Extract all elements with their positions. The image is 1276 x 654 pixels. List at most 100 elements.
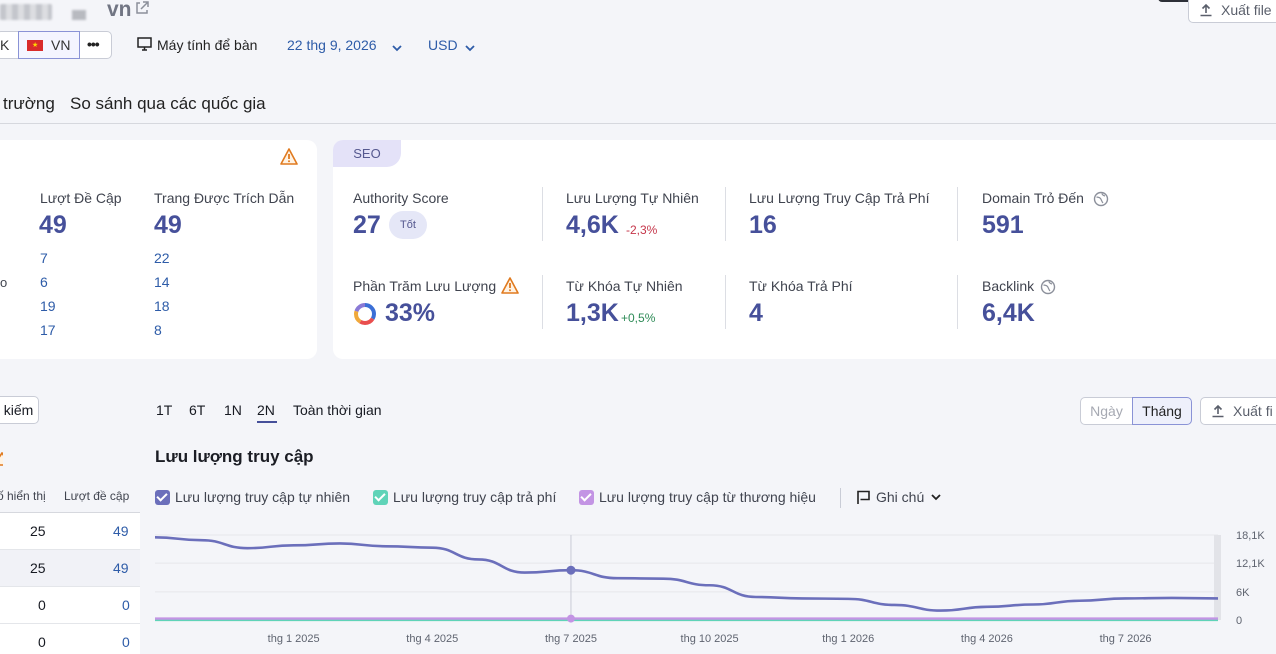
country-vn-button[interactable]: ★ VN bbox=[18, 31, 80, 59]
mentions-card bbox=[0, 140, 317, 359]
seo-divider-3 bbox=[957, 187, 958, 241]
vietnam-flag-icon: ★ bbox=[27, 39, 43, 51]
seo-divider-5 bbox=[725, 275, 726, 329]
backlinks-globe-icon bbox=[1040, 279, 1056, 300]
export-chart-label: Xuất fi bbox=[1233, 403, 1273, 419]
traffic-share-warning-icon[interactable] bbox=[501, 277, 519, 299]
legend-organic-checkbox-icon bbox=[155, 490, 170, 505]
legend-paid-label: Lưu lượng truy cập trả phí bbox=[393, 489, 557, 505]
export-chart-button[interactable]: Xuất fi bbox=[1200, 397, 1276, 425]
authority-badge: Tốt bbox=[389, 211, 427, 239]
table-row-mentions[interactable]: 49 bbox=[113, 560, 129, 576]
table-row-mentions[interactable]: 0 bbox=[122, 597, 130, 613]
referring-domains-value[interactable]: 591 bbox=[982, 211, 1024, 239]
paid-traffic-label: Lưu Lượng Truy Cập Trả Phí bbox=[749, 190, 930, 206]
period-all-time[interactable]: Toàn thời gian bbox=[293, 402, 382, 418]
mentions-row-1[interactable]: 7 bbox=[40, 250, 48, 266]
seo-tag: SEO bbox=[333, 140, 401, 167]
external-link-icon[interactable] bbox=[134, 0, 150, 16]
seo-tag-label: SEO bbox=[353, 146, 381, 161]
column-mentions[interactable]: Lượt đề cập bbox=[64, 489, 130, 503]
series-organic-line bbox=[154, 536, 1219, 612]
mentions-row-3[interactable]: 19 bbox=[40, 298, 56, 314]
partial-warning-icon bbox=[0, 452, 3, 466]
mentions-row-2[interactable]: 6 bbox=[40, 274, 48, 290]
granularity-day-button[interactable]: Ngày bbox=[1080, 397, 1133, 425]
cited-row-3[interactable]: 18 bbox=[154, 298, 170, 314]
legend-branded-checkbox-icon bbox=[579, 490, 594, 505]
cited-row-1[interactable]: 22 bbox=[154, 250, 170, 266]
notes-chevron-down-icon bbox=[931, 494, 941, 501]
period-2y[interactable]: 2N bbox=[257, 402, 275, 418]
legend-branded[interactable]: Lưu lượng truy cập từ thương hiệu bbox=[579, 489, 816, 505]
date-chevron-down-icon[interactable] bbox=[391, 40, 403, 58]
backlinks-value[interactable]: 6,4K bbox=[982, 299, 1035, 327]
hover-point-branded bbox=[566, 614, 575, 623]
notes-dropdown[interactable]: Ghi chú bbox=[856, 489, 942, 505]
organic-keywords-change: +0,5% bbox=[621, 311, 656, 325]
search-button[interactable]: kiếm bbox=[0, 396, 39, 424]
legend-organic[interactable]: Lưu lượng truy cập tự nhiên bbox=[155, 489, 350, 505]
date-selector[interactable]: 22 thg 9, 2026 bbox=[287, 37, 377, 53]
x-tick-label: thg 7 2025 bbox=[545, 633, 597, 645]
mentions-row-4[interactable]: 17 bbox=[40, 322, 56, 338]
period-6m[interactable]: 6T bbox=[189, 402, 206, 418]
table-row-mentions[interactable]: 0 bbox=[122, 634, 130, 650]
currency-chevron-down-icon[interactable] bbox=[464, 40, 476, 58]
warning-icon[interactable] bbox=[280, 148, 298, 170]
authority-badge-label: Tốt bbox=[400, 219, 416, 231]
seo-divider-1 bbox=[542, 187, 543, 241]
granularity-day-label: Ngày bbox=[1090, 403, 1123, 419]
column-impressions[interactable]: ố hiển thị bbox=[0, 489, 46, 503]
table-row[interactable] bbox=[0, 587, 140, 624]
paid-traffic-value[interactable]: 16 bbox=[749, 211, 777, 239]
table-row[interactable] bbox=[0, 550, 140, 587]
traffic-chart[interactable]: 18,1K 12,1K 6K 0 thg 1 2025 thg 4 2025 thg 7 2… bbox=[0, 525, 1276, 654]
legend-paid[interactable]: Lưu lượng truy cập trả phí bbox=[373, 489, 556, 505]
organic-traffic-value[interactable]: 4,6K bbox=[566, 211, 619, 239]
table-row-mentions[interactable]: 49 bbox=[113, 523, 129, 539]
granularity-month-button[interactable]: Tháng bbox=[1132, 397, 1192, 425]
currency-selector[interactable]: USD bbox=[428, 37, 458, 53]
authority-score-value[interactable]: 27 bbox=[353, 211, 381, 239]
row-stub: o bbox=[0, 275, 8, 290]
organic-traffic-change: -2,3% bbox=[626, 223, 658, 237]
blurred-domain bbox=[0, 4, 52, 20]
traffic-share-value[interactable]: 33% bbox=[385, 299, 436, 327]
organic-keywords-label: Từ Khóa Tự Nhiên bbox=[566, 278, 683, 294]
paid-keywords-label: Từ Khóa Trả Phí bbox=[749, 278, 853, 294]
hover-point-organic bbox=[566, 565, 576, 575]
upload-icon bbox=[1212, 404, 1224, 418]
paid-keywords-value[interactable]: 4 bbox=[749, 299, 763, 327]
legend-organic-label: Lưu lượng truy cập tự nhiên bbox=[175, 489, 351, 505]
organic-traffic-label: Lưu Lượng Tự Nhiên bbox=[566, 190, 699, 206]
seo-divider-6 bbox=[957, 275, 958, 329]
country-prev[interactable]: K bbox=[0, 37, 10, 53]
search-button-label: kiếm bbox=[3, 402, 34, 418]
organic-keywords-value[interactable]: 1,3K bbox=[566, 299, 619, 327]
table-row[interactable] bbox=[0, 624, 140, 654]
mentions-value[interactable]: 49 bbox=[39, 211, 67, 239]
x-tick-label: thg 4 2026 bbox=[961, 633, 1013, 645]
chart-title: Lưu lượng truy cập bbox=[155, 447, 314, 466]
table-row[interactable] bbox=[0, 513, 140, 550]
seo-divider-2 bbox=[725, 187, 726, 241]
cited-row-2[interactable]: 14 bbox=[154, 274, 170, 290]
device-selector[interactable]: Máy tính để bàn bbox=[157, 37, 258, 53]
desktop-icon bbox=[137, 37, 152, 56]
tab-country-compare[interactable]: So sánh qua các quốc gia bbox=[70, 94, 266, 113]
cited-pages-value[interactable]: 49 bbox=[154, 211, 182, 239]
more-options-button[interactable]: ••• bbox=[87, 36, 100, 52]
period-1m[interactable]: 1T bbox=[156, 402, 173, 418]
period-active-underline bbox=[257, 421, 277, 423]
x-tick-label: thg 4 2025 bbox=[406, 633, 458, 645]
authority-score-label: Authority Score bbox=[353, 190, 449, 206]
export-top-button[interactable]: Xuất file bbox=[1188, 0, 1276, 23]
cited-row-4[interactable]: 8 bbox=[154, 322, 162, 338]
domain-suffix: vn bbox=[107, 0, 132, 21]
period-1y[interactable]: 1N bbox=[224, 402, 242, 418]
x-tick-label: thg 1 2025 bbox=[268, 633, 320, 645]
mentions-label: Lượt Đề Cập bbox=[40, 190, 122, 206]
traffic-share-donut-icon bbox=[353, 302, 377, 331]
tab-market[interactable]: trường bbox=[3, 94, 55, 113]
